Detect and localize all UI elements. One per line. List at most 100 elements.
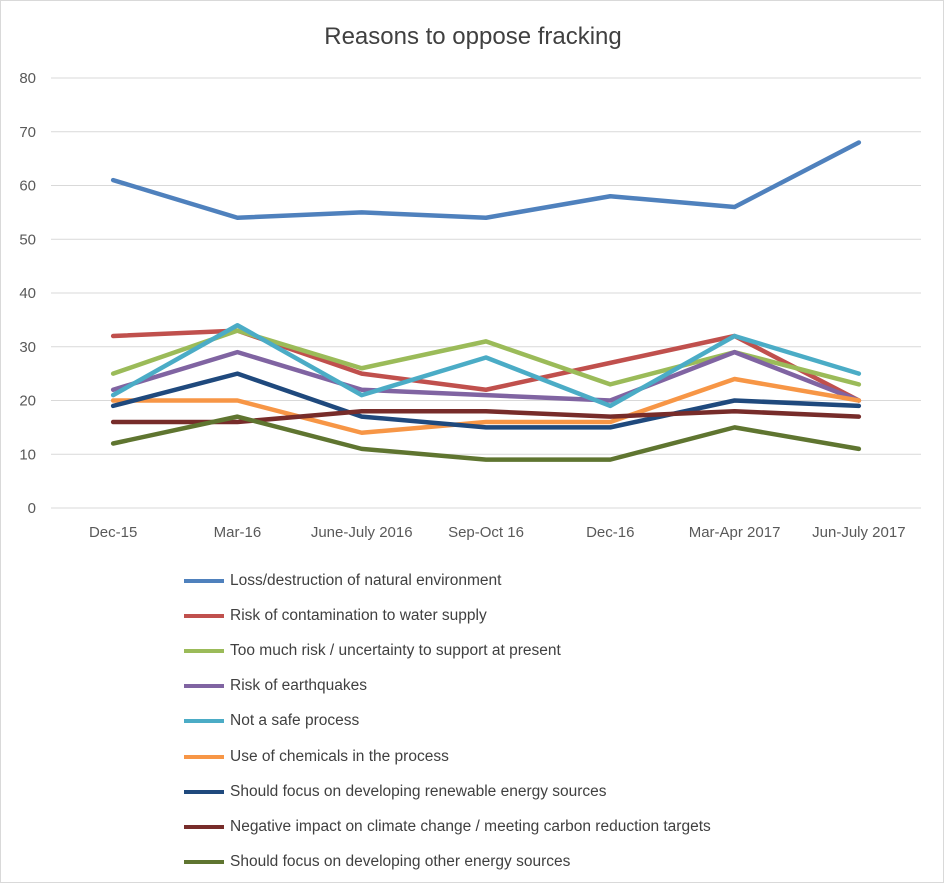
x-tick-label: Jun-July 2017 — [812, 524, 905, 541]
data-point — [484, 216, 488, 220]
data-point — [857, 415, 861, 419]
data-point — [857, 404, 861, 408]
plot-area: 0 10 20 30 40 50 60 70 80 Dec-15 Mar-16 June-July 2… — [19, 70, 921, 541]
data-point — [608, 194, 612, 198]
data-point — [111, 442, 115, 445]
legend-swatch — [184, 613, 224, 618]
data-point — [857, 372, 861, 376]
data-point — [733, 425, 737, 429]
data-point — [235, 323, 239, 327]
data-point — [608, 404, 612, 408]
data-point — [111, 420, 115, 424]
x-tick-label: Mar-16 — [214, 524, 262, 541]
data-point — [484, 425, 488, 429]
data-point — [857, 399, 861, 402]
data-point — [733, 377, 737, 381]
data-point — [360, 409, 364, 413]
legend-item: Loss/destruction of natural environment — [184, 563, 711, 598]
data-point — [484, 393, 488, 397]
data-point — [111, 393, 115, 397]
data-point — [484, 388, 488, 392]
data-point — [733, 409, 737, 413]
data-point — [484, 420, 488, 424]
legend-swatch — [184, 578, 224, 583]
x-tick-label: Dec-16 — [586, 524, 634, 541]
data-point — [235, 216, 239, 220]
y-tick-label: 70 — [19, 124, 36, 141]
data-point — [111, 404, 115, 408]
y-tick-label: 40 — [19, 285, 36, 302]
y-tick-label: 20 — [19, 393, 36, 410]
data-point — [360, 372, 364, 376]
legend-item: Should focus on developing other energy … — [184, 845, 711, 880]
legend-item: Negative impact on climate change / meet… — [184, 809, 711, 844]
data-point — [235, 372, 239, 376]
data-point — [360, 415, 364, 419]
data-point — [857, 141, 861, 144]
y-tick-label: 50 — [19, 231, 36, 248]
legend-label: Use of chemicals in the process — [230, 747, 449, 765]
legend-swatch — [184, 824, 224, 829]
data-point — [608, 382, 612, 386]
y-tick-label: 10 — [19, 446, 36, 463]
series-line — [110, 376, 862, 435]
legend-item: Too much risk / uncertainty to support a… — [184, 633, 711, 668]
legend-label: Risk of earthquakes — [230, 677, 367, 695]
legend: Loss/destruction of natural environment R… — [184, 563, 711, 880]
data-point — [235, 420, 239, 424]
data-point — [111, 334, 115, 338]
legend-item: Not a safe process — [184, 704, 711, 739]
data-point — [484, 458, 488, 462]
data-point — [360, 447, 364, 451]
legend-item: Should focus on developing renewable ene… — [184, 774, 711, 809]
series-line — [110, 140, 862, 220]
y-tick-label: 30 — [19, 339, 36, 356]
data-point — [111, 178, 115, 182]
data-point — [733, 350, 737, 354]
legend-label: Too much risk / uncertainty to support a… — [230, 641, 561, 659]
y-tick-label: 60 — [19, 178, 36, 195]
legend-item: Risk of earthquakes — [184, 669, 711, 704]
data-point — [360, 388, 364, 392]
legend-swatch — [184, 860, 224, 865]
data-point — [235, 350, 239, 354]
data-point — [235, 329, 239, 333]
data-point — [111, 372, 115, 376]
data-point — [235, 415, 239, 419]
x-tick-label: Dec-15 — [89, 524, 137, 541]
data-point — [360, 431, 364, 435]
data-point — [360, 210, 364, 214]
data-point — [857, 382, 861, 386]
legend-label: Risk of contamination to water supply — [230, 606, 487, 624]
chart-title: Reasons to oppose fracking — [324, 23, 622, 50]
data-point — [484, 356, 488, 359]
data-point — [733, 334, 737, 338]
data-point — [733, 399, 737, 402]
legend-swatch — [184, 754, 224, 759]
legend-swatch — [184, 789, 224, 794]
legend-label: Negative impact on climate change / meet… — [230, 817, 711, 835]
data-point — [111, 388, 115, 392]
legend-label: Should focus on developing other energy … — [230, 853, 571, 871]
data-point — [608, 420, 612, 424]
data-point — [111, 399, 115, 402]
legend-swatch — [184, 648, 224, 653]
legend-label: Not a safe process — [230, 712, 360, 730]
legend-swatch — [184, 684, 224, 689]
y-tick-label: 0 — [28, 500, 36, 517]
data-point — [484, 409, 488, 413]
y-tick-label: 80 — [19, 70, 36, 87]
data-point — [360, 393, 364, 397]
data-point — [484, 339, 488, 343]
legend-label: Should focus on developing renewable ene… — [230, 782, 607, 800]
data-point — [235, 399, 239, 402]
legend-item: Use of chemicals in the process — [184, 739, 711, 774]
data-point — [608, 399, 612, 402]
data-point — [608, 361, 612, 365]
data-point — [608, 425, 612, 429]
data-point — [608, 415, 612, 419]
x-tick-label: Mar-Apr 2017 — [689, 524, 781, 541]
data-point — [608, 458, 612, 462]
legend-item: Risk of contamination to water supply — [184, 598, 711, 633]
